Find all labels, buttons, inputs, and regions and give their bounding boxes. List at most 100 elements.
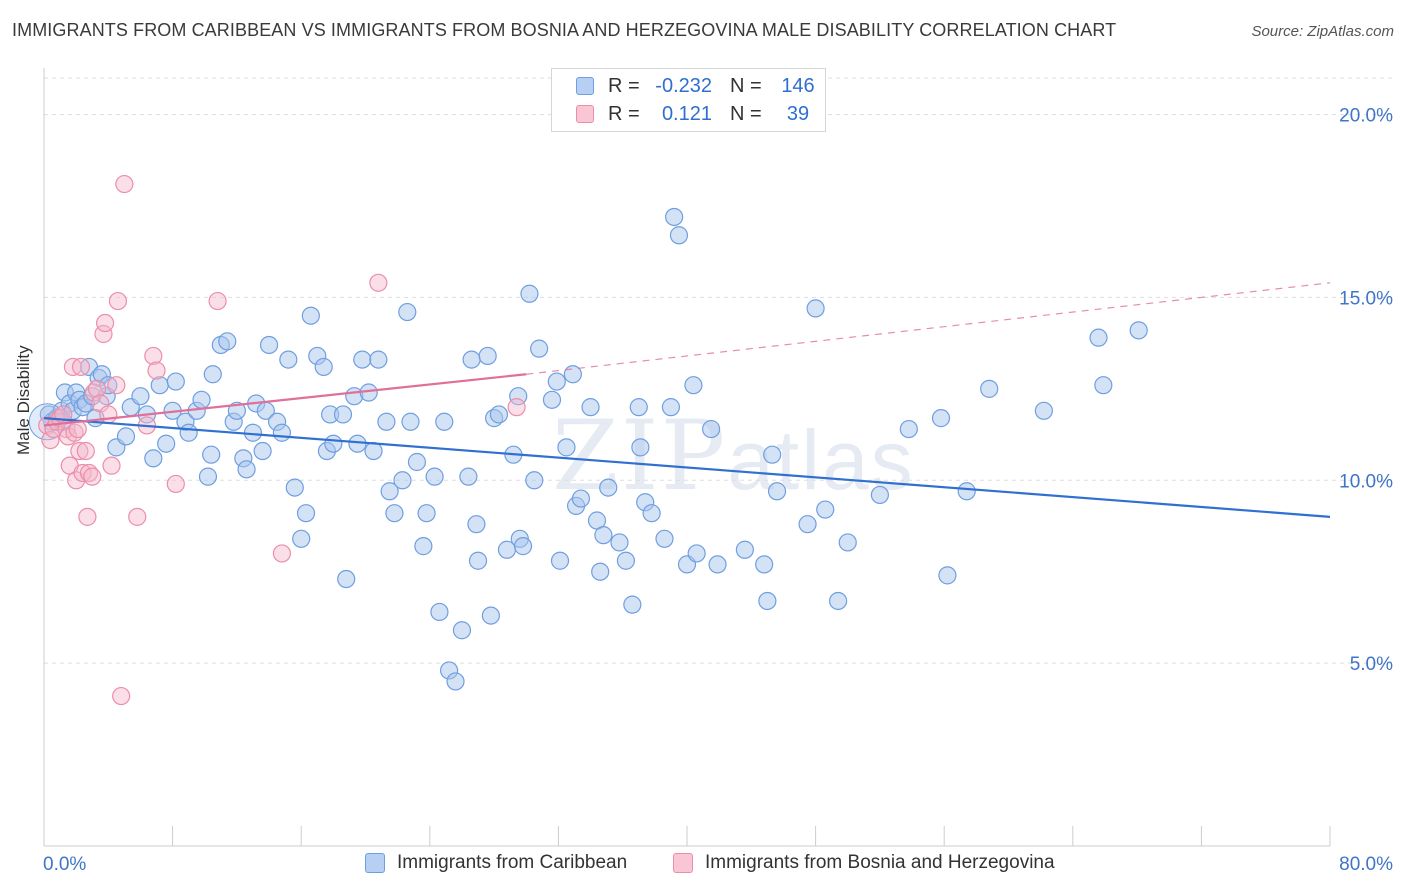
caribbean-point: [364, 441, 383, 461]
legend-r-label: R =: [608, 102, 640, 125]
caribbean-point: [166, 372, 185, 391]
caribbean-point: [353, 350, 372, 369]
caribbean-point: [1094, 376, 1113, 395]
caribbean-point: [870, 485, 890, 505]
caribbean-point: [131, 387, 150, 406]
caribbean-point: [661, 398, 681, 417]
legend-r-label: R =: [608, 74, 640, 97]
caribbean-point: [687, 544, 706, 563]
caribbean-point: [798, 515, 817, 534]
axes: [43, 68, 1331, 847]
bosnia-point: [144, 346, 163, 366]
caribbean-point: [1129, 321, 1148, 340]
caribbean-point: [324, 434, 343, 453]
caribbean-point: [642, 504, 661, 523]
caribbean-point: [931, 409, 951, 428]
caribbean-point: [655, 529, 674, 548]
y-axis-label: Male Disability: [14, 345, 33, 455]
legend-row-bosnia: R = 0.121 N = 39: [576, 101, 822, 127]
bosnia-point: [78, 507, 97, 526]
series-caribbean-points: [28, 207, 1148, 691]
caribbean-point: [1089, 328, 1108, 347]
caribbean-point: [980, 379, 999, 398]
bosnia-point: [147, 361, 166, 380]
correlation-legend: R = -0.232 N = 146 R = 0.121 N = 39: [551, 68, 826, 132]
caribbean-point: [430, 602, 449, 622]
caribbean-point: [380, 482, 399, 501]
caribbean-point: [957, 482, 976, 501]
legend-item-caribbean: Immigrants from Caribbean: [365, 852, 627, 874]
caribbean-point: [550, 551, 570, 570]
caribbean-point: [571, 489, 591, 508]
legend-r-value: -0.232: [655, 74, 712, 97]
bosnia-point: [99, 405, 118, 424]
caribbean-point: [616, 551, 636, 570]
legend-n-label: N =: [730, 74, 762, 97]
caribbean-point: [202, 445, 221, 464]
bosnia-point: [76, 441, 95, 461]
caribbean-point: [417, 504, 436, 523]
bosnia-point: [108, 291, 128, 311]
caribbean-point: [333, 405, 353, 424]
caribbean-point: [285, 478, 304, 497]
caribbean-point: [594, 526, 613, 545]
caribbean-point: [459, 467, 478, 486]
caribbean-point: [452, 621, 472, 640]
caribbean-point: [157, 434, 176, 453]
caribbean-point: [203, 365, 222, 384]
caribbean-point: [478, 346, 497, 366]
bosnia-point: [73, 463, 92, 483]
caribbean-point: [296, 504, 316, 523]
caribbean-point: [462, 350, 481, 369]
caribbean-point: [192, 390, 211, 409]
legend-row-caribbean: R = -0.232 N = 146: [576, 73, 822, 99]
caribbean-point: [1034, 401, 1053, 420]
bosnia-swatch-icon: [576, 105, 594, 123]
tick-labels: 5.0% 10.0% 15.0% 20.0% 0.0% 80.0%: [43, 106, 1393, 875]
caribbean-point: [669, 226, 689, 245]
caribbean-point: [198, 467, 218, 486]
y-tick-label: 20.0%: [1339, 106, 1393, 127]
bosnia-point: [128, 507, 147, 526]
caribbean-point: [525, 471, 544, 490]
legend-r-value: 0.121: [661, 102, 712, 125]
caribbean-swatch-icon: [576, 77, 594, 95]
caribbean-point: [899, 419, 918, 439]
caribbean-point: [253, 441, 272, 461]
y-tick-label: 15.0%: [1339, 288, 1393, 309]
caribbean-point: [407, 452, 427, 472]
bosnia-trend-line: [43, 373, 527, 427]
caribbean-point: [623, 595, 642, 614]
caribbean-point: [144, 449, 163, 468]
caribbean-point: [369, 350, 388, 369]
bosnia-point: [272, 544, 292, 563]
caribbean-point: [314, 357, 333, 377]
caribbean-point: [581, 398, 600, 417]
trend-lines: [43, 282, 1331, 518]
caribbean-point: [279, 350, 298, 369]
bosnia-point: [70, 441, 89, 461]
caribbean-point: [301, 306, 320, 325]
legend-n-label: N =: [730, 102, 762, 125]
bosnia-point: [166, 474, 185, 494]
series-legend: Immigrants from Caribbean Immigrants fro…: [0, 852, 1406, 878]
bosnia-point: [208, 291, 227, 311]
caribbean-point: [393, 471, 412, 490]
bosnia-point: [507, 398, 526, 417]
chart-title: IMMIGRANTS FROM CARIBBEAN VS IMMIGRANTS …: [12, 20, 1117, 40]
caribbean-point: [665, 207, 684, 227]
caribbean-point: [758, 591, 777, 611]
caribbean-point: [179, 423, 198, 442]
caribbean-point: [481, 606, 500, 625]
caribbean-point: [610, 533, 629, 552]
bosnia-swatch-icon: [673, 853, 693, 873]
caribbean-point: [557, 438, 576, 457]
caribbean-point: [414, 537, 433, 556]
caribbean-point: [767, 482, 787, 501]
caribbean-point: [446, 672, 465, 691]
legend-item-label: Immigrants from Bosnia and Herzegovina: [705, 852, 1055, 873]
bosnia-point: [87, 379, 107, 398]
bosnia-point: [369, 273, 388, 292]
legend-n-value: 39: [786, 102, 810, 125]
